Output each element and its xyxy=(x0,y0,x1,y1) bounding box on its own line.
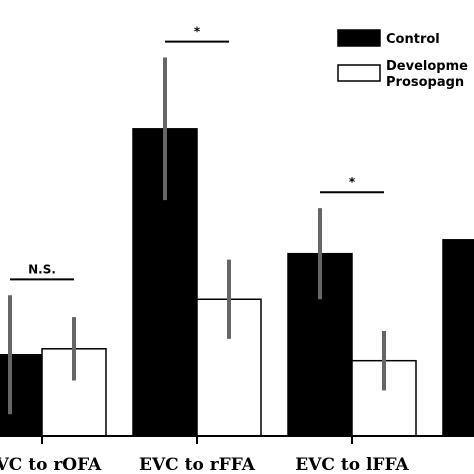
x-tick-label-0: EVC to rOFA xyxy=(0,455,102,474)
significance-label-0: N.S. xyxy=(28,262,56,276)
legend-label-control: Control xyxy=(386,32,440,47)
x-tick-label-1: EVC to rFFA xyxy=(139,455,256,474)
bar-control-3 xyxy=(442,239,474,437)
legend: Control Developme Prosopagn xyxy=(337,29,468,90)
legend-swatch-control xyxy=(337,29,381,47)
significance-label-2: * xyxy=(349,175,356,189)
error-bars-layer xyxy=(8,57,386,415)
significance-label-1: * xyxy=(194,25,201,39)
significance-layer: N.S. * * xyxy=(10,25,384,281)
x-tick-label-2: EVC to lFFA xyxy=(295,455,409,474)
legend-swatch-dp xyxy=(337,64,381,82)
bar-control-0 xyxy=(0,353,43,437)
bar-dp-1 xyxy=(196,298,262,437)
bars-layer xyxy=(0,128,474,437)
legend-label-dp-line2: Prosopagn xyxy=(386,75,464,90)
legend-label-dp-line1: Developme xyxy=(386,59,468,74)
